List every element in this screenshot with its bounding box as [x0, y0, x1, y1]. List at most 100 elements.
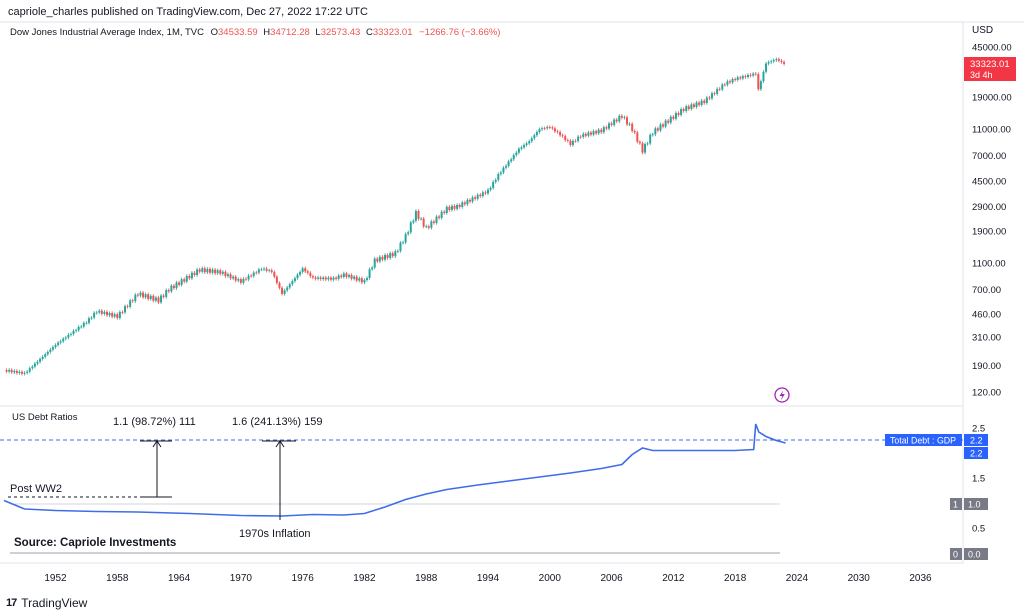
debt-ratio-series: [3, 423, 786, 517]
price-candle: [28, 368, 31, 372]
lightning-icon[interactable]: [774, 387, 790, 403]
price-candle: [553, 128, 556, 132]
price-candle: [342, 273, 345, 277]
time-tick-label: 1958: [106, 573, 129, 584]
measure-tool-1: 1.1 (98.72%) 111: [113, 416, 196, 498]
price-candle: [85, 322, 88, 324]
price-candle: [718, 88, 721, 90]
price-candle: [386, 254, 389, 258]
price-candle: [644, 143, 647, 153]
price-candle: [780, 60, 783, 62]
price-tick-label: 700.00: [972, 285, 1001, 296]
level-one-badge: 1 1.0: [950, 498, 988, 510]
lower-pane-title: US Debt Ratios: [12, 412, 78, 423]
price-candle: [26, 371, 29, 373]
price-candle: [80, 326, 83, 328]
price-candle: [605, 127, 608, 129]
price-candle: [736, 77, 739, 80]
price-candle: [700, 100, 703, 105]
price-candle: [340, 275, 343, 277]
price-tick-label: 1100.00: [972, 259, 1006, 270]
price-candle: [577, 136, 580, 141]
price-tick-label: 11000.00: [972, 125, 1011, 136]
price-candle: [10, 369, 13, 373]
price-candle: [147, 294, 150, 299]
price-candle: [57, 342, 60, 345]
price-candle: [247, 275, 250, 280]
price-candle: [677, 112, 680, 115]
price-candle: [239, 279, 242, 283]
price-tick-label: 7000.00: [972, 151, 1006, 162]
price-candle: [672, 116, 675, 119]
price-candle: [561, 135, 564, 137]
price-candle: [335, 277, 338, 279]
price-candle: [713, 93, 716, 95]
price-candle: [131, 300, 134, 302]
price-candle: [59, 341, 62, 343]
price-candle: [144, 294, 147, 298]
price-candle: [245, 278, 248, 280]
price-candle: [628, 123, 631, 125]
price-candle: [31, 366, 34, 369]
time-tick-label: 1952: [44, 573, 67, 584]
price-candle: [430, 221, 433, 228]
price-candle: [463, 202, 466, 205]
price-candle: [597, 129, 600, 134]
ratio-tick-label: 2.5: [972, 424, 985, 435]
price-candle: [466, 199, 469, 205]
time-tick-label: 1988: [415, 573, 438, 584]
price-candle: [62, 338, 65, 342]
price-candle: [494, 179, 497, 182]
price-candle: [659, 124, 662, 131]
price-candle: [772, 60, 775, 62]
price-candle: [234, 276, 237, 281]
price-candle: [592, 131, 595, 135]
price-candle: [46, 351, 49, 355]
price-candle: [620, 115, 623, 118]
price-candle: [363, 279, 366, 283]
price-candle: [124, 306, 127, 313]
inflation-label: 1970s Inflation: [239, 528, 311, 540]
price-candle: [250, 275, 253, 277]
price-candle: [366, 278, 369, 280]
price-candle: [574, 140, 577, 142]
open-label: O: [211, 27, 218, 38]
price-candle: [626, 117, 629, 125]
price-candle: [268, 270, 271, 272]
price-candle: [589, 132, 592, 135]
price-candle: [646, 143, 649, 145]
price-candle: [77, 326, 80, 331]
price-candle: [520, 147, 523, 149]
price-candle: [499, 172, 502, 175]
price-candle: [319, 277, 322, 280]
price-candle: [288, 284, 291, 288]
price-candle: [507, 161, 510, 166]
price-candle: [698, 102, 701, 105]
price-candle: [82, 322, 85, 327]
price-candle: [18, 371, 21, 373]
price-candle: [476, 194, 479, 199]
high-label: H: [263, 27, 270, 38]
price-candle: [275, 276, 278, 283]
price-candle: [224, 271, 227, 277]
price-candle: [134, 294, 137, 302]
measure-1-label: 1.1 (98.72%) 111: [113, 416, 196, 428]
price-candle: [649, 134, 652, 144]
price-candle: [5, 370, 8, 372]
price-candle: [13, 370, 16, 373]
publisher-text: capriole_charles published on TradingVie…: [8, 6, 368, 18]
price-candle: [487, 189, 489, 194]
price-candle: [196, 269, 199, 275]
price-candle: [515, 152, 518, 155]
price-candle: [721, 84, 724, 90]
price-candle: [265, 268, 268, 271]
time-tick-label: 1994: [477, 573, 500, 584]
price-candle: [525, 143, 528, 145]
price-candle: [674, 112, 677, 119]
time-tick-label: 1970: [230, 573, 253, 584]
price-candle: [615, 119, 618, 122]
price-candle: [257, 269, 260, 273]
price-candle: [232, 276, 235, 279]
price-candle: [435, 216, 438, 223]
price-candle: [716, 88, 719, 94]
